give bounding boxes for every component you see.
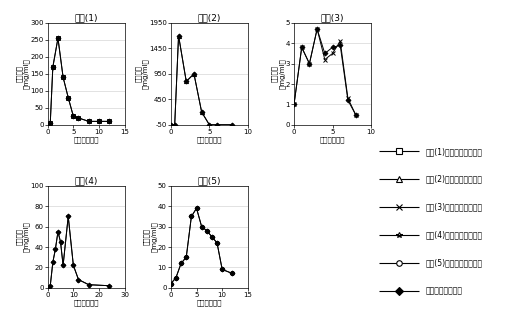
Text: 类型(5)的药物浓度计算值: 类型(5)的药物浓度计算值: [426, 258, 483, 267]
X-axis label: 时间（小时）: 时间（小时）: [197, 299, 222, 306]
Text: 类型(3)的药物浓度计算值: 类型(3)的药物浓度计算值: [426, 203, 483, 212]
X-axis label: 时间（小时）: 时间（小时）: [74, 136, 99, 143]
Title: 类型(1): 类型(1): [74, 13, 98, 22]
Title: 类型(4): 类型(4): [75, 176, 98, 185]
X-axis label: 时间（小时）: 时间（小时）: [74, 299, 99, 306]
Text: 类型(1)的药物浓度计算值: 类型(1)的药物浓度计算值: [426, 147, 482, 156]
Y-axis label: 药物浓度
（mg/ml）: 药物浓度 （mg/ml）: [135, 59, 149, 89]
Y-axis label: 药物浓度
（mg/ml）: 药物浓度 （mg/ml）: [144, 221, 158, 252]
Text: 实际测得药物浓度: 实际测得药物浓度: [426, 286, 463, 295]
X-axis label: 时间（小时）: 时间（小时）: [197, 136, 222, 143]
Title: 类型(2): 类型(2): [198, 13, 221, 22]
Title: 类型(5): 类型(5): [198, 176, 221, 185]
Y-axis label: 药物浓度
（mg/ml）: 药物浓度 （mg/ml）: [271, 59, 285, 89]
X-axis label: 时间（小时）: 时间（小时）: [320, 136, 345, 143]
Y-axis label: 药物浓度
（mg/ml）: 药物浓度 （mg/ml）: [16, 221, 30, 252]
Y-axis label: 药物浓度
（mg/ml）: 药物浓度 （mg/ml）: [16, 59, 30, 89]
Text: 类型(2)的药物浓度计算值: 类型(2)的药物浓度计算值: [426, 175, 482, 184]
Title: 类型(3): 类型(3): [321, 13, 344, 22]
Text: 类型(4)的药物浓度计算值: 类型(4)的药物浓度计算值: [426, 231, 483, 240]
